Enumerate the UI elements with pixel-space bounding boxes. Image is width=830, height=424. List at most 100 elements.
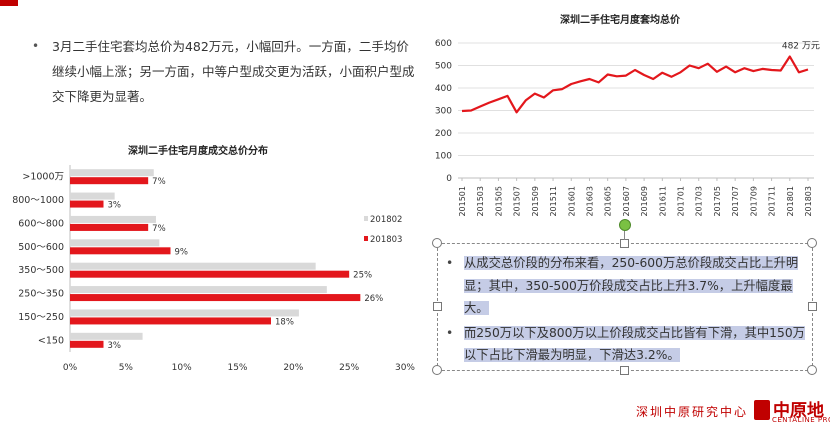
bar-201803 <box>70 294 361 302</box>
y-tick-label: 500 <box>435 62 452 72</box>
resize-handle-left[interactable] <box>433 302 442 311</box>
data-label: 25% <box>353 271 372 281</box>
x-tick-label: 201803 <box>804 186 813 217</box>
legend-swatch <box>364 236 368 241</box>
chart-title: 深圳二手住宅月度套均总价 <box>560 13 681 26</box>
bar-201802 <box>70 309 299 317</box>
resize-handle-bottom[interactable] <box>620 366 629 375</box>
bar-201803 <box>70 223 149 231</box>
x-tick-label: 201709 <box>749 186 758 217</box>
centaline-logo-subtext: CENTALINE PROP <box>772 416 830 424</box>
summary-bullet: • 3月二手住宅套均总价为482万元，小幅回升。一方面，二手均价继续小幅上涨；另… <box>32 34 417 109</box>
y-tick-label: 200 <box>435 129 452 139</box>
x-tick-label: 201511 <box>549 186 558 217</box>
x-tick-label: 25% <box>339 363 359 373</box>
x-tick-label: 201503 <box>476 186 485 217</box>
data-label: 9% <box>175 247 189 257</box>
centaline-logo-text: 中原地 <box>773 401 824 421</box>
x-tick-label: 15% <box>227 363 247 373</box>
category-label: <150 <box>38 335 64 346</box>
x-tick-label: 201703 <box>695 186 704 217</box>
category-label: 500～600 <box>18 242 64 253</box>
x-tick-label: 10% <box>172 363 192 373</box>
data-label: 3% <box>108 341 122 351</box>
x-tick-label: 201705 <box>713 186 722 217</box>
selected-bullet-1: • 从成交总价段的分布来看，250-600万总价段成交占比上升明显；其中，350… <box>442 252 810 320</box>
distribution-chart: 深圳二手住宅月度成交总价分布 >1000万 7% 800～1000 3% 600～800 7… <box>12 144 415 373</box>
x-tick-label: 201701 <box>677 186 686 217</box>
centaline-logo-icon <box>754 400 770 420</box>
bar-201802 <box>70 262 316 270</box>
category-label: 600～800 <box>18 218 64 229</box>
x-tick-label: 201609 <box>640 186 649 217</box>
data-label: 7% <box>152 177 166 187</box>
category-label: 800～1000 <box>12 195 64 206</box>
value-annotation: 482 万元 <box>782 42 820 52</box>
resize-handle-bottom-right[interactable] <box>807 365 817 375</box>
x-tick-label: 30% <box>395 363 415 373</box>
bar-201802 <box>70 192 115 200</box>
legend-label: 201803 <box>370 235 402 245</box>
rotate-handle[interactable] <box>619 219 631 231</box>
y-tick-label: 100 <box>435 152 452 162</box>
resize-handle-right[interactable] <box>808 302 817 311</box>
bullet-dot: • <box>446 325 454 340</box>
y-tick-label: 400 <box>435 84 452 94</box>
resize-handle-top-right[interactable] <box>807 238 817 248</box>
resize-handle-top-left[interactable] <box>432 238 442 248</box>
resize-handle-bottom-left[interactable] <box>432 365 442 375</box>
bar-201803 <box>70 200 104 208</box>
x-tick-label: 0% <box>63 363 78 373</box>
category-label: 350～500 <box>18 265 64 276</box>
bullet-dot: • <box>32 39 40 53</box>
x-tick-label: 201603 <box>585 186 594 217</box>
y-tick-label: 0 <box>446 174 452 184</box>
x-tick-label: 201707 <box>731 186 740 217</box>
top-accent-red <box>0 0 18 6</box>
x-tick-label: 201611 <box>658 186 667 217</box>
x-tick-label: 201601 <box>567 186 576 217</box>
bullet-dot: • <box>446 256 454 270</box>
legend-swatch <box>364 216 368 221</box>
x-tick-label: 201711 <box>768 186 777 217</box>
selected-bullet-text-2: 而250万以下及800万以上价段成交占比皆有下滑，其中150万以下占比下滑最为明… <box>464 325 805 362</box>
data-label: 3% <box>108 201 122 211</box>
category-label: 250～350 <box>18 289 64 300</box>
selected-bullet-2: • 而250万以下及800万以上价段成交占比皆有下滑，其中150万以下占比下滑最… <box>442 322 810 367</box>
y-tick-label: 300 <box>435 107 452 117</box>
data-label: 18% <box>275 317 294 327</box>
x-tick-label: 20% <box>283 363 303 373</box>
data-label: 26% <box>364 294 383 304</box>
x-tick-label: 201605 <box>604 186 613 217</box>
legend-label: 201802 <box>370 215 402 225</box>
bar-201802 <box>70 215 156 223</box>
x-tick-label: 5% <box>119 363 134 373</box>
x-tick-label: 201505 <box>494 186 503 217</box>
chart-title: 深圳二手住宅月度成交总价分布 <box>128 144 268 157</box>
y-tick-label: 600 <box>435 39 452 49</box>
category-label: 150～250 <box>18 312 64 323</box>
bar-201803 <box>70 177 149 185</box>
bar-201803 <box>70 317 271 325</box>
bar-201802 <box>70 286 327 294</box>
bar-201802 <box>70 239 160 247</box>
bar-201803 <box>70 340 104 348</box>
selected-bullet-text-1: 从成交总价段的分布来看，250-600万总价段成交占比上升明显；其中，350-5… <box>464 256 799 315</box>
avg-price-chart: 深圳二手住宅月度套均总价 0 100 200 300 400 500 600 201501 201… <box>435 13 820 217</box>
data-label: 7% <box>152 224 166 234</box>
rotate-handle-stem <box>624 229 625 240</box>
footer-org-name: 深圳中原研究中心 <box>636 405 749 419</box>
bar-201802 <box>70 332 143 340</box>
price-line <box>461 55 809 114</box>
bar-201803 <box>70 247 171 255</box>
x-tick-label: 201801 <box>786 186 795 217</box>
x-tick-label: 201501 <box>458 186 467 217</box>
x-tick-label: 201507 <box>513 186 522 217</box>
category-label: >1000万 <box>22 172 64 183</box>
x-tick-label: 201607 <box>622 186 631 217</box>
bar-201802 <box>70 169 154 177</box>
resize-handle-top[interactable] <box>620 239 629 248</box>
x-tick-label: 201509 <box>531 186 540 217</box>
summary-text: 3月二手住宅套均总价为482万元，小幅回升。一方面，二手均价继续小幅上涨；另一方… <box>52 39 415 104</box>
selected-textbox[interactable]: • 从成交总价段的分布来看，250-600万总价段成交占比上升明显；其中，350… <box>442 252 810 369</box>
